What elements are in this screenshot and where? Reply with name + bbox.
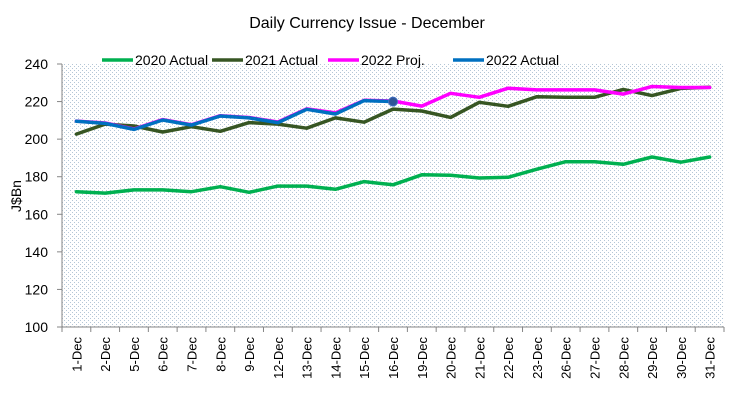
y-axis-label: J$Bn	[8, 180, 24, 212]
legend-label: 2021 Actual	[245, 52, 318, 68]
series-2020-actual	[74, 155, 712, 195]
x-tick-label: 22-Dec	[501, 337, 516, 379]
series-line	[74, 155, 712, 195]
x-tick-label: 29-Dec	[645, 337, 660, 379]
x-tick-label: 9-Dec	[242, 337, 257, 372]
legend-item: 2020 Actual	[102, 52, 208, 68]
x-tick-label: 6-Dec	[156, 337, 171, 372]
legend-label: 2022 Proj.	[361, 52, 425, 68]
y-tick-label: 200	[25, 131, 49, 147]
series-layer	[74, 84, 712, 195]
x-tick-label: 21-Dec	[472, 337, 487, 379]
legend-label: 2022 Actual	[486, 52, 559, 68]
x-tick-label: 23-Dec	[530, 337, 545, 379]
x-tick-label: 27-Dec	[587, 337, 602, 379]
x-tick-label: 12-Dec	[271, 337, 286, 379]
series-line	[74, 85, 712, 136]
x-tick-label: 1-Dec	[69, 337, 84, 372]
legend: 2020 Actual 2021 Actual 2022 Proj. 2022 Act…	[102, 52, 559, 68]
legend-item: 2022 Proj.	[328, 52, 425, 68]
x-tick-label: 26-Dec	[559, 337, 574, 379]
legend-item: 2021 Actual	[212, 52, 318, 68]
x-tick-label: 20-Dec	[444, 337, 459, 379]
y-axis: 100 120 140 160 180 200 220 240	[25, 56, 63, 335]
x-tick-label: 19-Dec	[415, 337, 430, 379]
y-tick-label: 120	[25, 281, 49, 297]
x-tick-label: 30-Dec	[674, 337, 689, 379]
x-tick-label: 8-Dec	[213, 337, 228, 372]
y-tick-label: 140	[25, 244, 49, 260]
x-tick-label: 14-Dec	[328, 337, 343, 379]
y-tick-label: 180	[25, 169, 49, 185]
x-tick-label: 7-Dec	[185, 337, 200, 372]
x-tick-label: 28-Dec	[616, 337, 631, 379]
y-tick-label: 240	[25, 56, 49, 72]
series-line	[74, 98, 395, 132]
x-tick-label: 15-Dec	[357, 337, 372, 379]
legend-item: 2022 Actual	[453, 52, 559, 68]
y-tick-label: 100	[25, 319, 49, 335]
legend-label: 2020 Actual	[135, 52, 208, 68]
y-tick-label: 160	[25, 206, 49, 222]
x-axis: 1-Dec 2-Dec 5-Dec 6-Dec 7-Dec 8-Dec 9-Dec 12-De…	[61, 326, 725, 379]
y-tick-label: 220	[25, 94, 49, 110]
x-tick-label: 16-Dec	[386, 337, 401, 379]
x-tick-label: 5-Dec	[127, 337, 142, 372]
series-2021-actual	[74, 85, 712, 136]
x-tick-label: 13-Dec	[300, 337, 315, 379]
chart-title: Daily Currency Issue - December	[249, 15, 485, 32]
x-tick-label: 31-Dec	[703, 337, 718, 379]
end-marker	[388, 96, 398, 107]
x-tick-label: 2-Dec	[98, 337, 113, 372]
series-2022-actual	[74, 96, 398, 132]
